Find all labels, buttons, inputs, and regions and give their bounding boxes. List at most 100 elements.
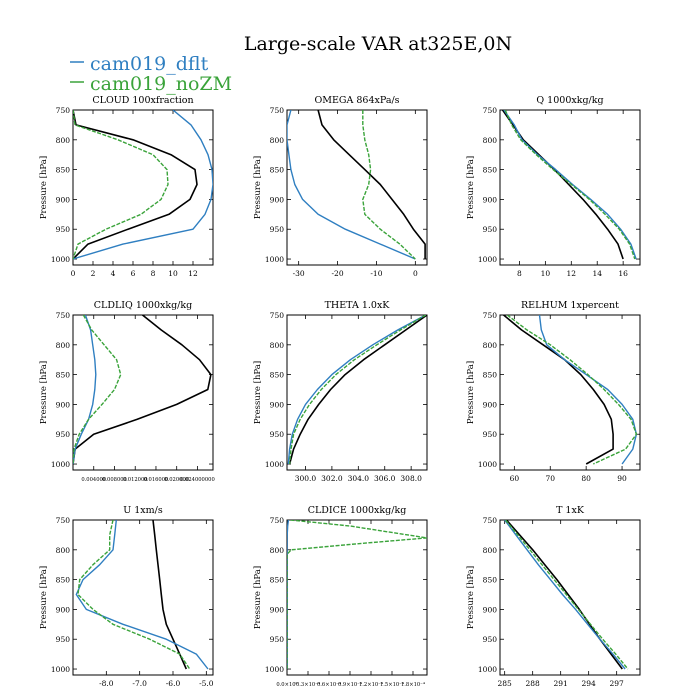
legend-label-dflt: cam019_dflt [90,53,209,75]
figure-legend: cam019_dflt cam019_noZM [70,53,232,95]
series-line-3 [505,520,629,670]
y-axis-label: Pressure [hPa] [466,156,476,219]
x-tick-label: 80 [581,474,591,483]
y-tick-label: 850 [56,576,71,585]
x-tick-label: 60 [510,474,520,483]
y-tick-label: 900 [483,605,498,614]
panel-5: THETA 1.0xK Pressure [hPa] 1000 950 900 850 80… [253,300,428,483]
y-axis-label: Pressure [hPa] [39,361,49,424]
series-group [287,110,426,260]
y-tick-label: 850 [483,576,498,585]
panel-title: CLDLIQ 1000xkg/kg [94,300,192,311]
x-tick-label: -7.0 [132,679,147,688]
panel-frame [499,314,641,471]
y-axis-label: Pressure [hPa] [253,361,263,424]
series-line-3 [506,315,638,465]
panel-frame [499,519,641,676]
series-line-3 [73,110,169,260]
series-line-2 [504,520,626,670]
y-tick-label: 850 [483,166,498,175]
y-tick-label: 900 [56,605,71,614]
panel-2: OMEGA 864xPa/s Pressure [hPa] 1000 950 900 85… [253,95,428,278]
y-tick-label: 850 [270,166,285,175]
y-tick-label: 950 [483,635,498,644]
y-tick-label: 900 [56,400,71,409]
x-tick-label: 302.0 [321,474,343,483]
x-tick-label: 1.2×10⁻⁴ [359,682,383,688]
y-axis-label: Pressure [hPa] [253,156,263,219]
x-tick-label: 0.6×10⁻⁴ [317,682,341,688]
series-line-1 [501,110,624,260]
x-tick-label: 16 [618,269,628,278]
panel-frame [286,109,428,266]
series-line-2 [503,110,637,260]
y-tick-label: 950 [270,430,285,439]
y-tick-label: 750 [483,516,498,525]
x-tick-label: 306.0 [374,474,396,483]
x-tick-label: 1.8×10⁻⁴ [401,682,425,688]
series-line-3 [362,110,416,260]
y-tick-label: 900 [270,400,285,409]
x-tick-label: 297 [610,679,625,688]
figure-title: Large-scale VAR at325E,0N [244,33,512,55]
x-tick-label: -5.0 [199,679,214,688]
x-tick-label: 90 [617,474,627,483]
panel-title: Q 1000xkg/kg [536,95,603,106]
y-tick-label: 750 [483,311,498,320]
x-tick-label: 10 [541,269,551,278]
y-tick-label: 1000 [265,460,284,469]
y-tick-label: 800 [56,546,71,555]
panel-6: RELHUM 1xpercent Pressure [hPa] 1000 950 900… [466,300,641,483]
y-tick-label: 850 [56,166,71,175]
panel-title: U 1xm/s [123,505,163,516]
series-group [287,520,427,669]
series-group [73,110,213,260]
x-tick-label: 0 [71,269,76,278]
y-tick-label: 800 [56,136,71,145]
panel-frame [72,519,214,676]
panel-title: T 1xK [556,505,585,516]
x-tick-label: 0.024000000 [180,477,215,483]
y-tick-label: 950 [483,430,498,439]
panel-frame [286,519,428,676]
x-tick-label: 1.5×10⁻⁴ [380,682,404,688]
y-tick-label: 1000 [265,255,284,264]
x-tick-label: 2 [91,269,96,278]
y-tick-label: 750 [270,516,285,525]
series-line-2 [287,520,290,669]
x-tick-label: 0.008000 [102,477,127,483]
x-tick-label: 0.004000 [81,477,106,483]
x-tick-label: 14 [592,269,602,278]
panel-title: RELHUM 1xpercent [521,300,619,311]
panel-frame [499,109,641,266]
y-tick-label: 1000 [478,255,497,264]
series-line-2 [287,110,416,260]
y-tick-label: 1000 [51,460,70,469]
x-tick-label: 0.3×10⁻⁴ [296,682,320,688]
x-tick-label: -10 [370,269,382,278]
y-axis-label: Pressure [hPa] [39,156,49,219]
y-tick-label: 850 [483,371,498,380]
series-group [75,520,209,670]
y-tick-label: 1000 [265,665,284,674]
series-line-1 [503,315,614,465]
panel-7: U 1xm/s Pressure [hPa] 1000 950 900 850 800 750… [39,505,214,688]
y-tick-label: 900 [56,195,71,204]
x-tick-label: -8.0 [99,679,114,688]
y-tick-label: 950 [56,430,71,439]
series-line-2 [287,315,427,465]
x-tick-label: 0.012000 [123,477,148,483]
y-tick-label: 950 [56,635,71,644]
series-line-1 [317,110,426,259]
x-tick-label: 0.020000 [164,477,189,483]
panel-title: CLOUD 100xfraction [92,95,193,106]
y-tick-label: 950 [270,635,285,644]
series-line-1 [288,315,427,465]
y-axis-label: Pressure [hPa] [466,566,476,629]
x-tick-label: 294 [582,679,597,688]
x-tick-label: -30 [293,269,305,278]
y-tick-label: 800 [270,341,285,350]
panel-3: Q 1000xkg/kg Pressure [hPa] 1000 950 900 850 8… [466,95,641,278]
x-tick-label: 0.9×10⁻⁴ [338,682,362,688]
x-tick-label: 291 [554,679,568,688]
